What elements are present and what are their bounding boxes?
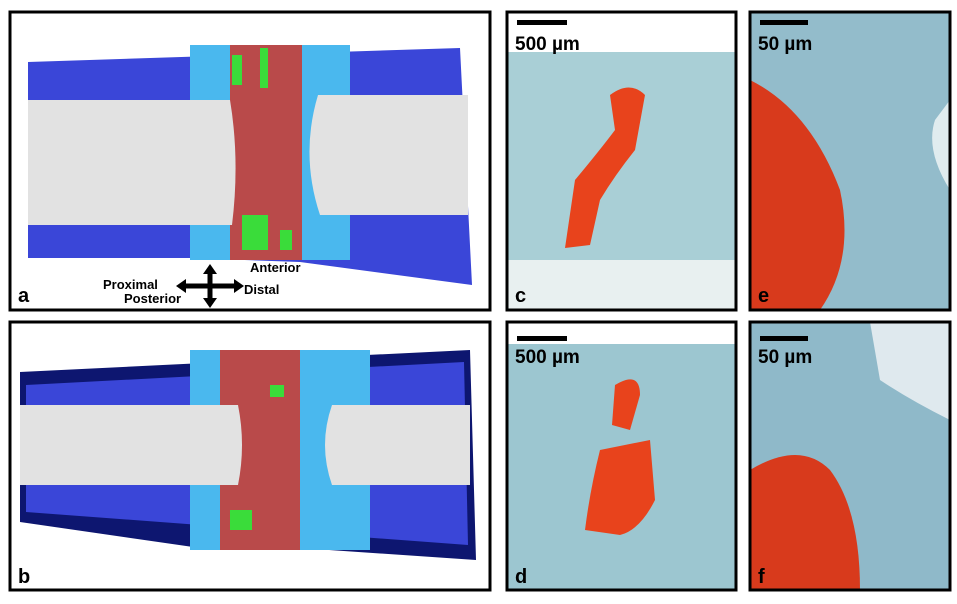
arrowhead: [203, 264, 217, 274]
scale-label: 500 µm: [515, 34, 580, 55]
cortex-gap: [325, 405, 470, 485]
panel-label: f: [758, 566, 765, 588]
scale-bar: [517, 20, 567, 25]
panel-label: d: [515, 566, 527, 588]
arrowhead: [203, 298, 217, 308]
panel-frame: [748, 10, 952, 312]
bone-tissue: [242, 215, 268, 250]
bone-tissue: [232, 55, 242, 85]
cortex-gap: [309, 95, 468, 215]
stained-cartilage: [612, 379, 640, 430]
cortex-gap: [28, 100, 236, 225]
bone-tissue: [230, 510, 252, 530]
arrowhead: [176, 279, 186, 293]
panel-label: e: [758, 285, 769, 307]
panel-frame: [505, 10, 738, 312]
stained-cartilage: [565, 87, 645, 248]
stained-cartilage: [750, 455, 860, 590]
stained-cartilage: [750, 80, 845, 310]
panel-frame: [748, 320, 952, 592]
bone-tissue: [260, 48, 268, 88]
panel-label: c: [515, 285, 526, 307]
panel-e: 50 µm e: [748, 10, 952, 312]
scale-label: 50 µm: [758, 34, 812, 55]
scale-bar: [760, 336, 808, 341]
panel-label: a: [18, 285, 30, 307]
scale-label: 50 µm: [758, 347, 812, 368]
annotation: Posterior: [124, 291, 181, 306]
background: [507, 12, 736, 52]
scale-bar: [760, 20, 808, 25]
annotation: Distal: [244, 282, 279, 297]
tissue-gap: [932, 100, 950, 190]
panel-c: 500 µm c: [505, 10, 738, 312]
bone-tissue: [270, 385, 284, 397]
panel-d: 500 µm d: [505, 320, 738, 592]
arrowhead: [234, 279, 244, 293]
panel-a: Anterior Proximal Distal Posterior a: [8, 10, 492, 312]
background: [507, 260, 736, 310]
panel-label: b: [18, 566, 30, 588]
panel-b: b: [8, 320, 492, 592]
panel-frame: [505, 320, 738, 592]
annotation: Anterior: [250, 260, 301, 275]
panel-f: 50 µm f: [748, 320, 952, 592]
cortex-gap: [20, 405, 242, 485]
scale-label: 500 µm: [515, 347, 580, 368]
tissue-gap: [870, 322, 950, 420]
bone-tissue: [280, 230, 292, 250]
annotation: Proximal: [103, 277, 158, 292]
scale-bar: [517, 336, 567, 341]
stained-cartilage: [585, 440, 655, 535]
